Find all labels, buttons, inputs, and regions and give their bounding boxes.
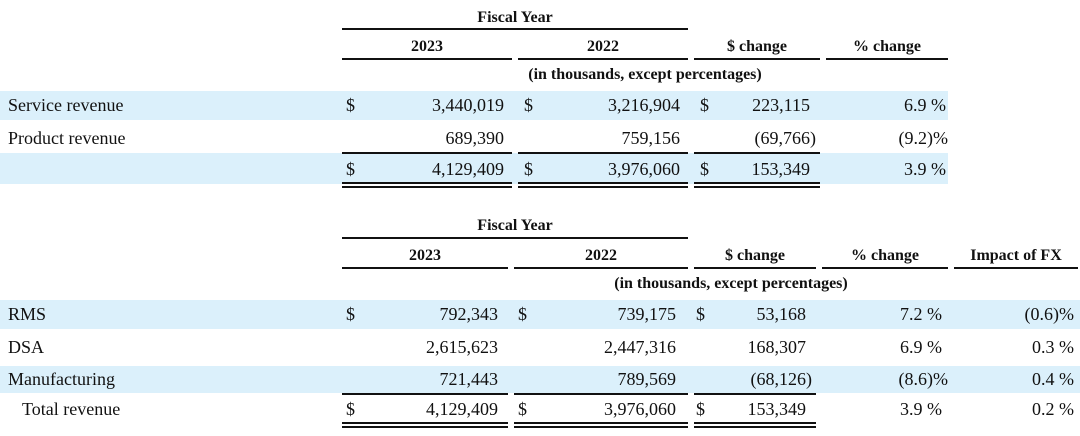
pct-change: 6.9 % xyxy=(904,95,946,115)
value-2023: 689,390 xyxy=(445,128,505,148)
value-2022: 3,216,904 xyxy=(608,95,680,115)
dollar-change: (69,766) xyxy=(754,128,817,148)
row-shade xyxy=(0,153,948,184)
value-2023: 3,440,019 xyxy=(432,95,504,115)
value-2023: 721,443 xyxy=(439,369,499,389)
row-shade xyxy=(0,91,948,120)
total-double-rule xyxy=(694,426,816,428)
total-double-rule xyxy=(514,426,688,428)
value-2022: 3,976,060 xyxy=(604,399,676,419)
column-rule xyxy=(694,267,816,269)
currency-symbol: $ xyxy=(346,159,355,179)
value-2023: 4,129,409 xyxy=(426,399,498,419)
subtotal-rule xyxy=(342,393,508,395)
currency-symbol: $ xyxy=(518,399,527,419)
fx-impact: (0.6)% xyxy=(1024,304,1074,324)
col-pct-change-header: % change xyxy=(853,38,921,55)
column-rule xyxy=(694,58,820,60)
subtotal-rule xyxy=(694,152,820,154)
pct-change: 7.2 % xyxy=(900,304,942,324)
total-double-rule xyxy=(342,186,512,188)
row-label: Service revenue xyxy=(8,95,124,115)
row-label: RMS xyxy=(8,304,47,324)
total-double-rule xyxy=(694,422,816,424)
units-subheader: (in thousands, except percentages) xyxy=(614,275,848,292)
dollar-change: 53,168 xyxy=(756,304,807,324)
total-double-rule xyxy=(518,186,688,188)
fiscal-year-header: Fiscal Year xyxy=(477,217,553,234)
column-rule xyxy=(514,267,688,269)
value-2022: 739,175 xyxy=(617,304,677,324)
col-2022-header: 2022 xyxy=(587,38,619,55)
total-double-rule xyxy=(514,422,688,424)
dollar-change: 153,349 xyxy=(751,159,811,179)
units-subheader: (in thousands, except percentages) xyxy=(528,66,762,83)
row-label: DSA xyxy=(8,337,45,357)
total-double-rule xyxy=(694,182,820,184)
column-rule xyxy=(954,267,1078,269)
currency-symbol: $ xyxy=(700,95,709,115)
total-double-rule xyxy=(342,422,508,424)
fx-impact: 0.4 % xyxy=(1032,369,1074,389)
pct-change: (8.6)% xyxy=(898,369,948,389)
currency-symbol: $ xyxy=(346,399,355,419)
currency-symbol: $ xyxy=(518,304,527,324)
header-rule xyxy=(342,28,688,30)
fiscal-year-header: Fiscal Year xyxy=(477,9,553,26)
currency-symbol: $ xyxy=(346,95,355,115)
column-rule xyxy=(342,267,508,269)
pct-change: 3.9 % xyxy=(904,159,946,179)
subtotal-rule xyxy=(342,152,512,154)
pct-change: 3.9 % xyxy=(900,399,942,419)
column-rule xyxy=(342,58,512,60)
subtotal-rule xyxy=(514,393,688,395)
col-fx-impact-header: Impact of FX xyxy=(970,247,1062,264)
value-2022: 2,447,316 xyxy=(604,337,676,357)
row-shade xyxy=(0,366,1080,393)
dollar-change: 223,115 xyxy=(752,95,810,115)
column-rule xyxy=(518,58,688,60)
dollar-change: 168,307 xyxy=(747,337,807,357)
total-double-rule xyxy=(694,186,820,188)
row-label: Product revenue xyxy=(8,128,126,148)
col-pct-change-header: % change xyxy=(851,247,919,264)
header-rule xyxy=(342,237,688,239)
row-shade xyxy=(0,300,1080,329)
value-2023: 4,129,409 xyxy=(432,159,504,179)
row-label: Manufacturing xyxy=(8,369,115,389)
total-double-rule xyxy=(518,182,688,184)
col-dollar-change-header: $ change xyxy=(725,247,785,264)
col-dollar-change-header: $ change xyxy=(727,38,787,55)
dollar-change: (68,126) xyxy=(750,369,813,389)
total-double-rule xyxy=(342,182,512,184)
currency-symbol: $ xyxy=(700,159,709,179)
total-double-rule xyxy=(342,426,508,428)
row-label: Total revenue xyxy=(22,399,121,419)
subtotal-rule xyxy=(518,152,688,154)
currency-symbol: $ xyxy=(346,304,355,324)
col-2023-header: 2023 xyxy=(411,38,443,55)
currency-symbol: $ xyxy=(524,159,533,179)
currency-symbol: $ xyxy=(524,95,533,115)
dollar-change: 153,349 xyxy=(747,399,807,419)
fx-impact: 0.3 % xyxy=(1032,337,1074,357)
value-2022: 789,569 xyxy=(617,369,677,389)
value-2023: 2,615,623 xyxy=(426,337,498,357)
value-2022: 3,976,060 xyxy=(608,159,680,179)
col-2022-header: 2022 xyxy=(585,247,617,264)
pct-change: 6.9 % xyxy=(900,337,942,357)
value-2022: 759,156 xyxy=(621,128,681,148)
column-rule xyxy=(826,58,948,60)
pct-change: (9.2)% xyxy=(898,128,948,148)
column-rule xyxy=(822,267,948,269)
value-2023: 792,343 xyxy=(439,304,499,324)
col-2023-header: 2023 xyxy=(409,247,441,264)
subtotal-rule xyxy=(694,393,816,395)
currency-symbol: $ xyxy=(696,304,705,324)
fx-impact: 0.2 % xyxy=(1032,399,1074,419)
currency-symbol: $ xyxy=(696,399,705,419)
